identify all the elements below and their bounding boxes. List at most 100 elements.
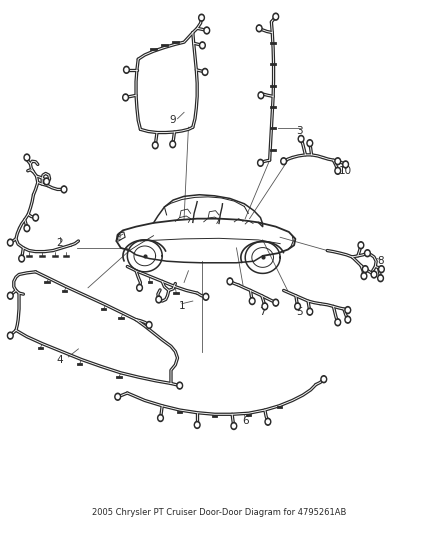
Text: 8: 8 — [377, 256, 384, 266]
Circle shape — [34, 216, 37, 220]
Circle shape — [9, 334, 12, 337]
Circle shape — [336, 320, 339, 324]
Circle shape — [364, 249, 371, 257]
Circle shape — [265, 418, 271, 425]
Circle shape — [263, 305, 266, 308]
Circle shape — [335, 319, 341, 326]
Circle shape — [373, 273, 375, 276]
Circle shape — [9, 294, 12, 297]
Circle shape — [9, 241, 12, 244]
Circle shape — [123, 94, 128, 101]
Text: 3: 3 — [297, 126, 303, 136]
Circle shape — [259, 94, 262, 97]
Circle shape — [273, 299, 279, 306]
Circle shape — [358, 242, 364, 249]
Circle shape — [63, 188, 65, 191]
Circle shape — [362, 265, 368, 273]
Circle shape — [345, 306, 351, 313]
Circle shape — [156, 296, 162, 303]
Text: 4: 4 — [57, 354, 63, 365]
Circle shape — [7, 239, 13, 246]
Circle shape — [343, 161, 349, 168]
Circle shape — [24, 225, 30, 232]
Circle shape — [282, 159, 285, 163]
Circle shape — [308, 310, 311, 313]
Circle shape — [251, 300, 254, 303]
Circle shape — [364, 268, 367, 271]
Circle shape — [281, 158, 286, 165]
Circle shape — [205, 29, 208, 32]
Circle shape — [307, 140, 313, 147]
Circle shape — [296, 305, 299, 308]
Circle shape — [196, 423, 198, 427]
Circle shape — [171, 142, 174, 146]
Circle shape — [200, 16, 203, 20]
Circle shape — [20, 257, 23, 260]
Circle shape — [157, 298, 160, 301]
Circle shape — [194, 422, 200, 429]
Circle shape — [203, 293, 209, 300]
Circle shape — [204, 70, 206, 74]
Circle shape — [124, 66, 129, 74]
Circle shape — [7, 332, 13, 339]
Circle shape — [231, 423, 237, 430]
Circle shape — [266, 420, 269, 424]
Circle shape — [177, 382, 183, 389]
Circle shape — [379, 277, 382, 280]
Circle shape — [124, 96, 127, 99]
Circle shape — [202, 68, 208, 76]
Circle shape — [273, 13, 279, 20]
Circle shape — [380, 268, 383, 271]
Circle shape — [298, 135, 304, 142]
Circle shape — [152, 142, 158, 149]
Text: 5: 5 — [297, 306, 303, 317]
Circle shape — [148, 323, 151, 327]
Circle shape — [159, 416, 162, 420]
Circle shape — [346, 308, 349, 312]
Text: 9: 9 — [170, 115, 177, 125]
Circle shape — [258, 159, 263, 166]
Circle shape — [158, 415, 163, 422]
Text: 7: 7 — [259, 306, 266, 317]
Circle shape — [366, 252, 369, 255]
Circle shape — [7, 292, 13, 299]
Circle shape — [204, 27, 210, 34]
Circle shape — [307, 308, 313, 315]
Circle shape — [146, 321, 152, 328]
Circle shape — [116, 395, 119, 399]
Circle shape — [44, 178, 49, 185]
Circle shape — [154, 143, 157, 147]
Circle shape — [274, 15, 277, 19]
Circle shape — [308, 141, 311, 145]
Circle shape — [361, 272, 367, 280]
Circle shape — [336, 169, 339, 173]
Circle shape — [61, 186, 67, 193]
Circle shape — [258, 27, 261, 30]
Circle shape — [137, 284, 142, 291]
Circle shape — [371, 271, 377, 278]
Circle shape — [256, 25, 262, 32]
Circle shape — [344, 163, 347, 166]
Circle shape — [178, 384, 181, 387]
Circle shape — [229, 280, 231, 283]
Circle shape — [360, 244, 362, 247]
Circle shape — [322, 377, 325, 381]
Text: 6: 6 — [242, 416, 248, 426]
Circle shape — [227, 278, 233, 285]
Circle shape — [378, 274, 383, 282]
Circle shape — [259, 161, 262, 165]
Circle shape — [199, 14, 205, 21]
Circle shape — [125, 68, 128, 71]
Circle shape — [205, 295, 207, 298]
Circle shape — [233, 424, 235, 428]
Circle shape — [24, 154, 30, 161]
Circle shape — [336, 159, 339, 163]
Circle shape — [138, 286, 141, 289]
Circle shape — [274, 301, 277, 304]
Circle shape — [258, 92, 264, 99]
Circle shape — [200, 42, 205, 49]
Circle shape — [346, 318, 349, 321]
Circle shape — [249, 297, 255, 304]
Text: 2005 Chrysler PT Cruiser Door-Door Diagram for 4795261AB: 2005 Chrysler PT Cruiser Door-Door Diagr… — [92, 507, 346, 516]
Circle shape — [115, 393, 120, 400]
